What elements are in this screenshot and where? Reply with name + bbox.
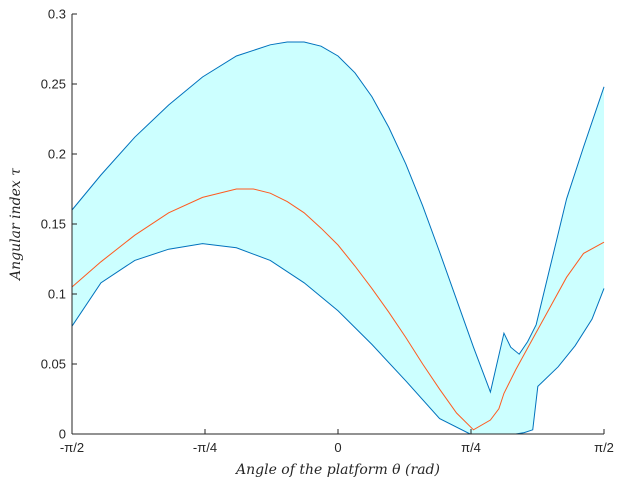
confidence-band <box>72 42 604 434</box>
x-tick-label: -π/4 <box>193 440 217 455</box>
y-tick-label: 0 <box>59 427 66 442</box>
y-tick-label: 0.3 <box>48 7 66 22</box>
y-tick-label: 0.1 <box>48 287 66 302</box>
upper-bound-line <box>71 41 605 394</box>
x-tick-label: -π/2 <box>60 440 84 455</box>
x-tick-label: 0 <box>334 440 341 455</box>
y-tick-label: 0.05 <box>41 357 66 372</box>
y-tick-label: 0.2 <box>48 147 66 162</box>
y-tick-label: 0.25 <box>41 77 66 92</box>
y-axis-title: Angular index τ <box>8 168 24 282</box>
x-tick-label: π/2 <box>594 440 614 455</box>
mean-line <box>71 188 605 431</box>
x-tick-label: π/4 <box>461 440 481 455</box>
y-tick-label: 0.15 <box>41 217 66 232</box>
x-axis-title: Angle of the platform θ (rad) <box>234 462 440 478</box>
